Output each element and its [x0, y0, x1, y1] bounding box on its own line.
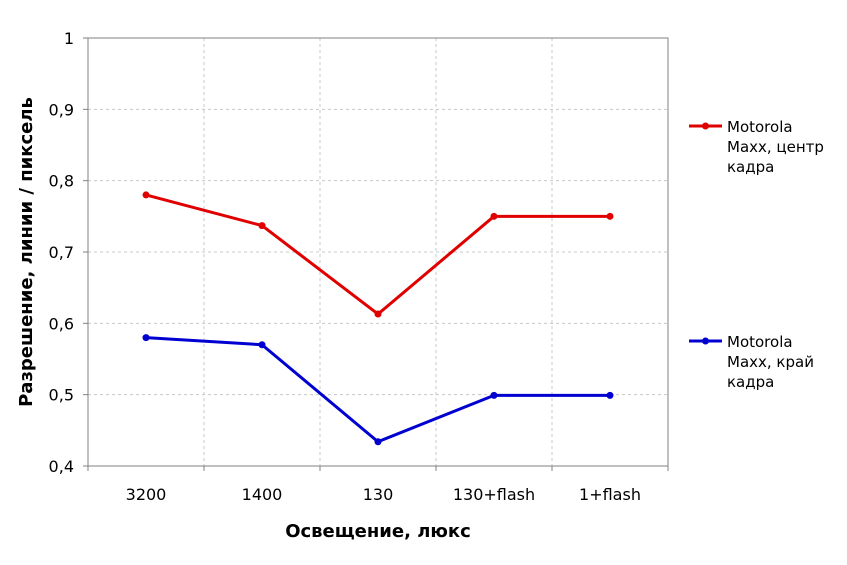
- series-group: [142, 191, 614, 446]
- legend-label: Motorola: [727, 118, 793, 136]
- y-tick-label: 0,7: [49, 243, 74, 262]
- data-point: [142, 191, 150, 199]
- series-1: [142, 191, 614, 318]
- y-tick-label: 0,5: [49, 386, 74, 405]
- data-point: [258, 341, 266, 349]
- data-point: [374, 310, 382, 318]
- series-line: [145, 193, 610, 316]
- y-tick-label: 1: [64, 29, 74, 48]
- grid: [88, 38, 668, 466]
- x-tick-label: 3200: [126, 485, 167, 504]
- x-tick-label: 130: [363, 485, 394, 504]
- legend-label: кадра: [727, 158, 774, 176]
- legend-swatch-marker: [702, 122, 709, 130]
- y-tick-label: 0,9: [49, 100, 74, 119]
- series-line: [145, 336, 610, 444]
- x-tick-label: 1400: [242, 485, 283, 504]
- x-tick-label: 1+flash: [579, 485, 641, 504]
- data-point: [490, 212, 498, 220]
- data-point: [606, 391, 614, 399]
- legend-label: Maxx, край: [727, 353, 814, 371]
- data-point: [490, 391, 498, 399]
- data-point: [606, 212, 614, 220]
- data-point: [258, 222, 266, 230]
- legend-swatch-marker: [702, 337, 709, 345]
- x-axis-title: Освещение, люкс: [285, 521, 471, 542]
- y-axis-title: Разрешение, линии / пиксель: [16, 97, 37, 407]
- legend-entry-1: Motorola Maxx, центр кадра: [689, 118, 824, 176]
- y-axis-ticks: 0,4 0,5 0,6 0,7 0,8 0,9 1: [49, 29, 88, 476]
- legend: Motorola Maxx, центр кадра Motorola Maxx, кр…: [689, 118, 824, 391]
- series-2: [142, 334, 614, 446]
- data-point: [142, 334, 150, 342]
- data-point: [374, 438, 382, 446]
- legend-label: Maxx, центр: [727, 138, 824, 156]
- x-axis-ticks: 3200 1400 130 130+flash 1+flash: [87, 466, 669, 504]
- y-tick-label: 0,6: [49, 314, 74, 333]
- y-tick-label: 0,8: [49, 172, 74, 191]
- legend-label: кадра: [727, 373, 774, 391]
- legend-entry-2: Motorola Maxx, край кадра: [689, 333, 814, 391]
- legend-label: Motorola: [727, 333, 793, 351]
- y-tick-label: 0,4: [49, 457, 74, 476]
- x-tick-label: 130+flash: [453, 485, 535, 504]
